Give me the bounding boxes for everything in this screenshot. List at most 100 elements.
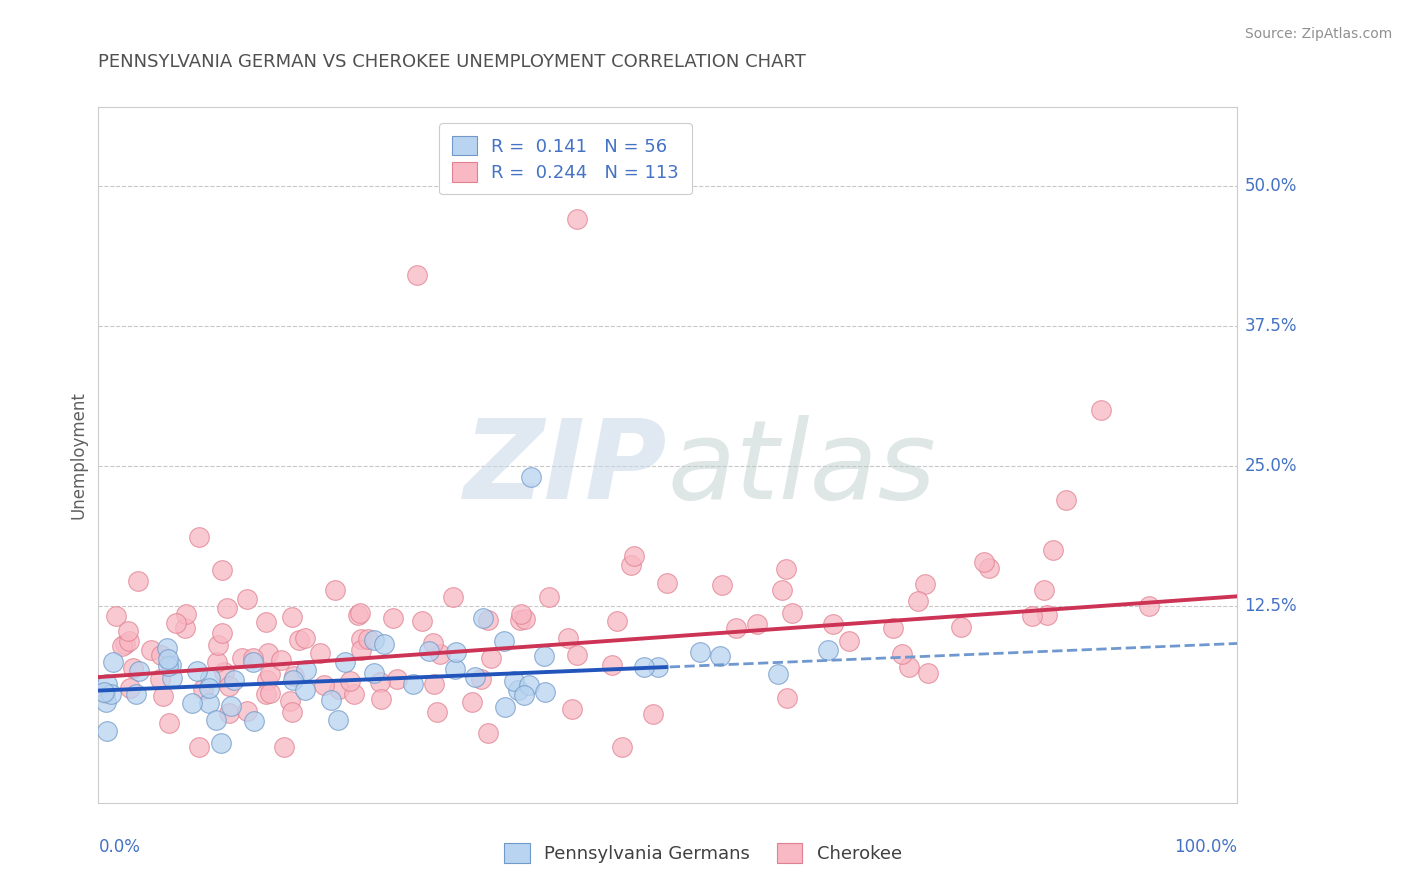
Point bbox=[623, 549, 645, 563]
Point bbox=[565, 212, 588, 227]
Point bbox=[270, 652, 292, 666]
Point bbox=[477, 726, 499, 740]
Point bbox=[96, 724, 118, 739]
Point bbox=[509, 607, 531, 621]
Point bbox=[647, 659, 669, 673]
Text: 25.0%: 25.0% bbox=[1244, 457, 1296, 475]
Point bbox=[346, 608, 368, 623]
Point bbox=[724, 621, 747, 635]
Point bbox=[520, 470, 543, 484]
Point bbox=[897, 660, 920, 674]
Point bbox=[186, 664, 208, 678]
Point bbox=[319, 693, 342, 707]
Point bbox=[641, 707, 664, 722]
Point bbox=[606, 614, 628, 628]
Point bbox=[218, 679, 240, 693]
Point bbox=[356, 632, 378, 646]
Point bbox=[259, 667, 281, 681]
Point bbox=[214, 665, 236, 680]
Point bbox=[565, 648, 588, 662]
Point bbox=[711, 578, 734, 592]
Point bbox=[165, 616, 187, 631]
Point bbox=[503, 674, 526, 689]
Point bbox=[174, 607, 197, 621]
Point bbox=[620, 558, 643, 572]
Point bbox=[204, 713, 226, 727]
Point bbox=[205, 656, 228, 670]
Point bbox=[657, 575, 679, 590]
Point bbox=[689, 645, 711, 659]
Point bbox=[1042, 543, 1064, 558]
Point bbox=[349, 632, 371, 647]
Point bbox=[156, 652, 179, 666]
Point bbox=[979, 561, 1001, 575]
Point bbox=[821, 617, 844, 632]
Point bbox=[973, 555, 995, 569]
Point bbox=[231, 651, 253, 665]
Point bbox=[709, 649, 731, 664]
Text: PENNSYLVANIA GERMAN VS CHEROKEE UNEMPLOYMENT CORRELATION CHART: PENNSYLVANIA GERMAN VS CHEROKEE UNEMPLOY… bbox=[98, 54, 806, 71]
Point bbox=[197, 696, 219, 710]
Point bbox=[105, 609, 128, 624]
Point bbox=[117, 624, 139, 638]
Point bbox=[149, 672, 172, 686]
Point bbox=[363, 633, 385, 648]
Point bbox=[96, 695, 118, 709]
Point bbox=[479, 650, 502, 665]
Point bbox=[387, 672, 409, 686]
Point bbox=[96, 676, 118, 690]
Point bbox=[406, 268, 429, 283]
Point bbox=[333, 655, 356, 669]
Point bbox=[259, 685, 281, 699]
Point bbox=[423, 677, 446, 691]
Point bbox=[118, 634, 141, 648]
Point bbox=[157, 715, 180, 730]
Point bbox=[224, 673, 246, 687]
Point bbox=[174, 621, 197, 635]
Point bbox=[418, 644, 440, 658]
Point bbox=[1033, 583, 1056, 598]
Point bbox=[382, 610, 405, 624]
Point bbox=[775, 562, 797, 576]
Point bbox=[103, 655, 125, 669]
Point bbox=[207, 638, 229, 652]
Point bbox=[273, 739, 295, 754]
Legend: Pennsylvania Germans, Cherokee: Pennsylvania Germans, Cherokee bbox=[494, 832, 912, 874]
Point bbox=[294, 683, 316, 698]
Point bbox=[254, 615, 277, 629]
Point bbox=[235, 704, 257, 718]
Point bbox=[561, 702, 583, 716]
Point bbox=[343, 687, 366, 701]
Point bbox=[187, 530, 209, 544]
Point bbox=[517, 678, 540, 692]
Point bbox=[460, 695, 482, 709]
Point bbox=[312, 678, 335, 692]
Point bbox=[401, 677, 423, 691]
Point bbox=[766, 667, 789, 681]
Text: atlas: atlas bbox=[668, 416, 936, 523]
Point bbox=[139, 642, 162, 657]
Point bbox=[280, 705, 302, 719]
Point bbox=[118, 681, 141, 695]
Point bbox=[114, 637, 136, 651]
Point bbox=[219, 698, 242, 713]
Text: 37.5%: 37.5% bbox=[1244, 317, 1296, 334]
Legend: R =  0.141   N = 56, R =  0.244   N = 113: R = 0.141 N = 56, R = 0.244 N = 113 bbox=[439, 123, 692, 194]
Point bbox=[464, 671, 486, 685]
Point bbox=[949, 620, 972, 634]
Point bbox=[211, 563, 233, 577]
Point bbox=[93, 685, 115, 699]
Point bbox=[257, 646, 280, 660]
Point bbox=[817, 643, 839, 657]
Point bbox=[309, 646, 332, 660]
Text: 0.0%: 0.0% bbox=[98, 838, 141, 856]
Point bbox=[411, 615, 433, 629]
Point bbox=[1090, 403, 1112, 417]
Point bbox=[537, 590, 560, 604]
Point bbox=[470, 672, 492, 686]
Point bbox=[94, 686, 117, 700]
Point bbox=[506, 683, 529, 698]
Point bbox=[494, 633, 516, 648]
Point bbox=[363, 666, 385, 681]
Text: 50.0%: 50.0% bbox=[1244, 177, 1296, 194]
